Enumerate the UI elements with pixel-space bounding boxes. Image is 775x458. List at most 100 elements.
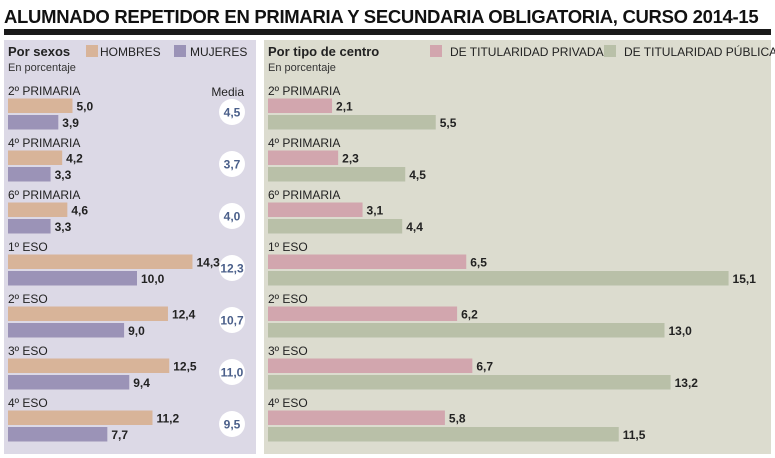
data-label: 7,7	[111, 428, 128, 442]
bar	[8, 219, 51, 234]
data-label: 3,1	[367, 204, 384, 218]
legend-swatch	[604, 45, 616, 57]
media-circle	[219, 203, 245, 229]
data-label: 12,5	[173, 360, 197, 374]
media-value: 3,7	[224, 158, 241, 172]
data-label: 3,3	[55, 168, 72, 182]
data-label: 5,0	[77, 100, 94, 114]
category-label: 3º ESO	[268, 344, 308, 358]
data-label: 11,5	[623, 428, 646, 442]
data-label: 13,2	[675, 376, 699, 390]
bar	[8, 375, 130, 390]
legend-label: DE TITULARIDAD PÚBLICA	[624, 44, 775, 59]
legend-swatch	[174, 45, 186, 57]
media-value: 4,5	[224, 106, 241, 120]
bar	[268, 358, 473, 373]
media-value: 9,5	[224, 418, 241, 432]
category-label: 2º ESO	[268, 292, 308, 306]
category-label: 1º ESO	[8, 240, 48, 254]
category-label: 4º PRIMARIA	[8, 136, 80, 150]
data-label: 3,3	[55, 220, 72, 234]
media-circle	[219, 255, 245, 281]
category-label: 6º PRIMARIA	[8, 188, 80, 202]
bar	[8, 202, 68, 217]
data-label: 5,8	[449, 412, 466, 426]
media-value: 12,3	[220, 262, 244, 276]
bar	[268, 427, 619, 442]
bar	[8, 271, 137, 286]
data-label: 4,5	[409, 168, 426, 182]
bar	[268, 167, 406, 182]
legend-label: MUJERES	[190, 45, 247, 59]
bar	[8, 427, 108, 442]
legend-label: HOMBRES	[100, 45, 161, 59]
data-label: 2,1	[336, 100, 353, 114]
title-rule	[4, 29, 771, 35]
panel-title: Por sexos	[8, 44, 70, 59]
data-label: 9,4	[133, 376, 150, 390]
media-circle	[219, 151, 245, 177]
media-label: Media	[211, 85, 244, 99]
category-label: 4º ESO	[8, 396, 48, 410]
media-circle	[219, 411, 245, 437]
data-label: 15,1	[733, 272, 757, 286]
media-circle	[219, 99, 245, 125]
media-value: 10,7	[220, 314, 244, 328]
data-label: 3,9	[62, 116, 79, 130]
data-label: 10,0	[141, 272, 165, 286]
data-label: 9,0	[128, 324, 145, 338]
category-label: 2º ESO	[8, 292, 48, 306]
bar	[268, 323, 665, 338]
chart-title: ALUMNADO REPETIDOR EN PRIMARIA Y SECUNDA…	[4, 6, 759, 27]
data-label: 4,2	[66, 152, 83, 166]
bar	[268, 202, 363, 217]
media-circle	[219, 359, 245, 385]
data-label: 12,4	[172, 308, 196, 322]
bar	[268, 375, 671, 390]
data-label: 5,5	[440, 116, 457, 130]
category-label: 3º ESO	[8, 344, 48, 358]
bar	[8, 410, 153, 425]
category-label: 2º PRIMARIA	[268, 84, 340, 98]
bar	[8, 150, 63, 165]
data-label: 4,6	[71, 204, 88, 218]
legend-swatch	[86, 45, 98, 57]
bar	[268, 254, 467, 269]
bar	[8, 323, 125, 338]
media-value: 4,0	[224, 210, 241, 224]
panel-subtitle: En porcentaje	[8, 62, 76, 74]
bar	[8, 115, 59, 130]
bar	[268, 306, 458, 321]
data-label: 2,3	[342, 152, 359, 166]
category-label: 1º ESO	[268, 240, 308, 254]
legend-label: DE TITULARIDAD PRIVADA	[450, 45, 604, 59]
data-label: 13,0	[669, 324, 693, 338]
bar	[8, 358, 170, 373]
bar	[268, 219, 403, 234]
category-label: 4º ESO	[268, 396, 308, 410]
data-label: 6,5	[470, 256, 487, 270]
bar	[268, 410, 445, 425]
bar	[268, 98, 333, 113]
data-label: 11,2	[156, 412, 179, 426]
bar	[8, 167, 51, 182]
bar	[268, 115, 436, 130]
bar	[8, 306, 168, 321]
data-label: 14,3	[196, 256, 220, 270]
category-label: 2º PRIMARIA	[8, 84, 80, 98]
category-label: 4º PRIMARIA	[268, 136, 340, 150]
legend-swatch	[430, 45, 442, 57]
category-label: 6º PRIMARIA	[268, 188, 340, 202]
media-circle	[219, 307, 245, 333]
bar	[8, 98, 73, 113]
bar	[268, 150, 339, 165]
data-label: 6,2	[461, 308, 478, 322]
bar	[8, 254, 193, 269]
data-label: 4,4	[406, 220, 423, 234]
panel-subtitle: En porcentaje	[268, 62, 336, 74]
panel-title: Por tipo de centro	[268, 44, 379, 59]
media-value: 11,0	[221, 366, 244, 380]
data-label: 6,7	[476, 360, 493, 374]
bar	[268, 271, 729, 286]
